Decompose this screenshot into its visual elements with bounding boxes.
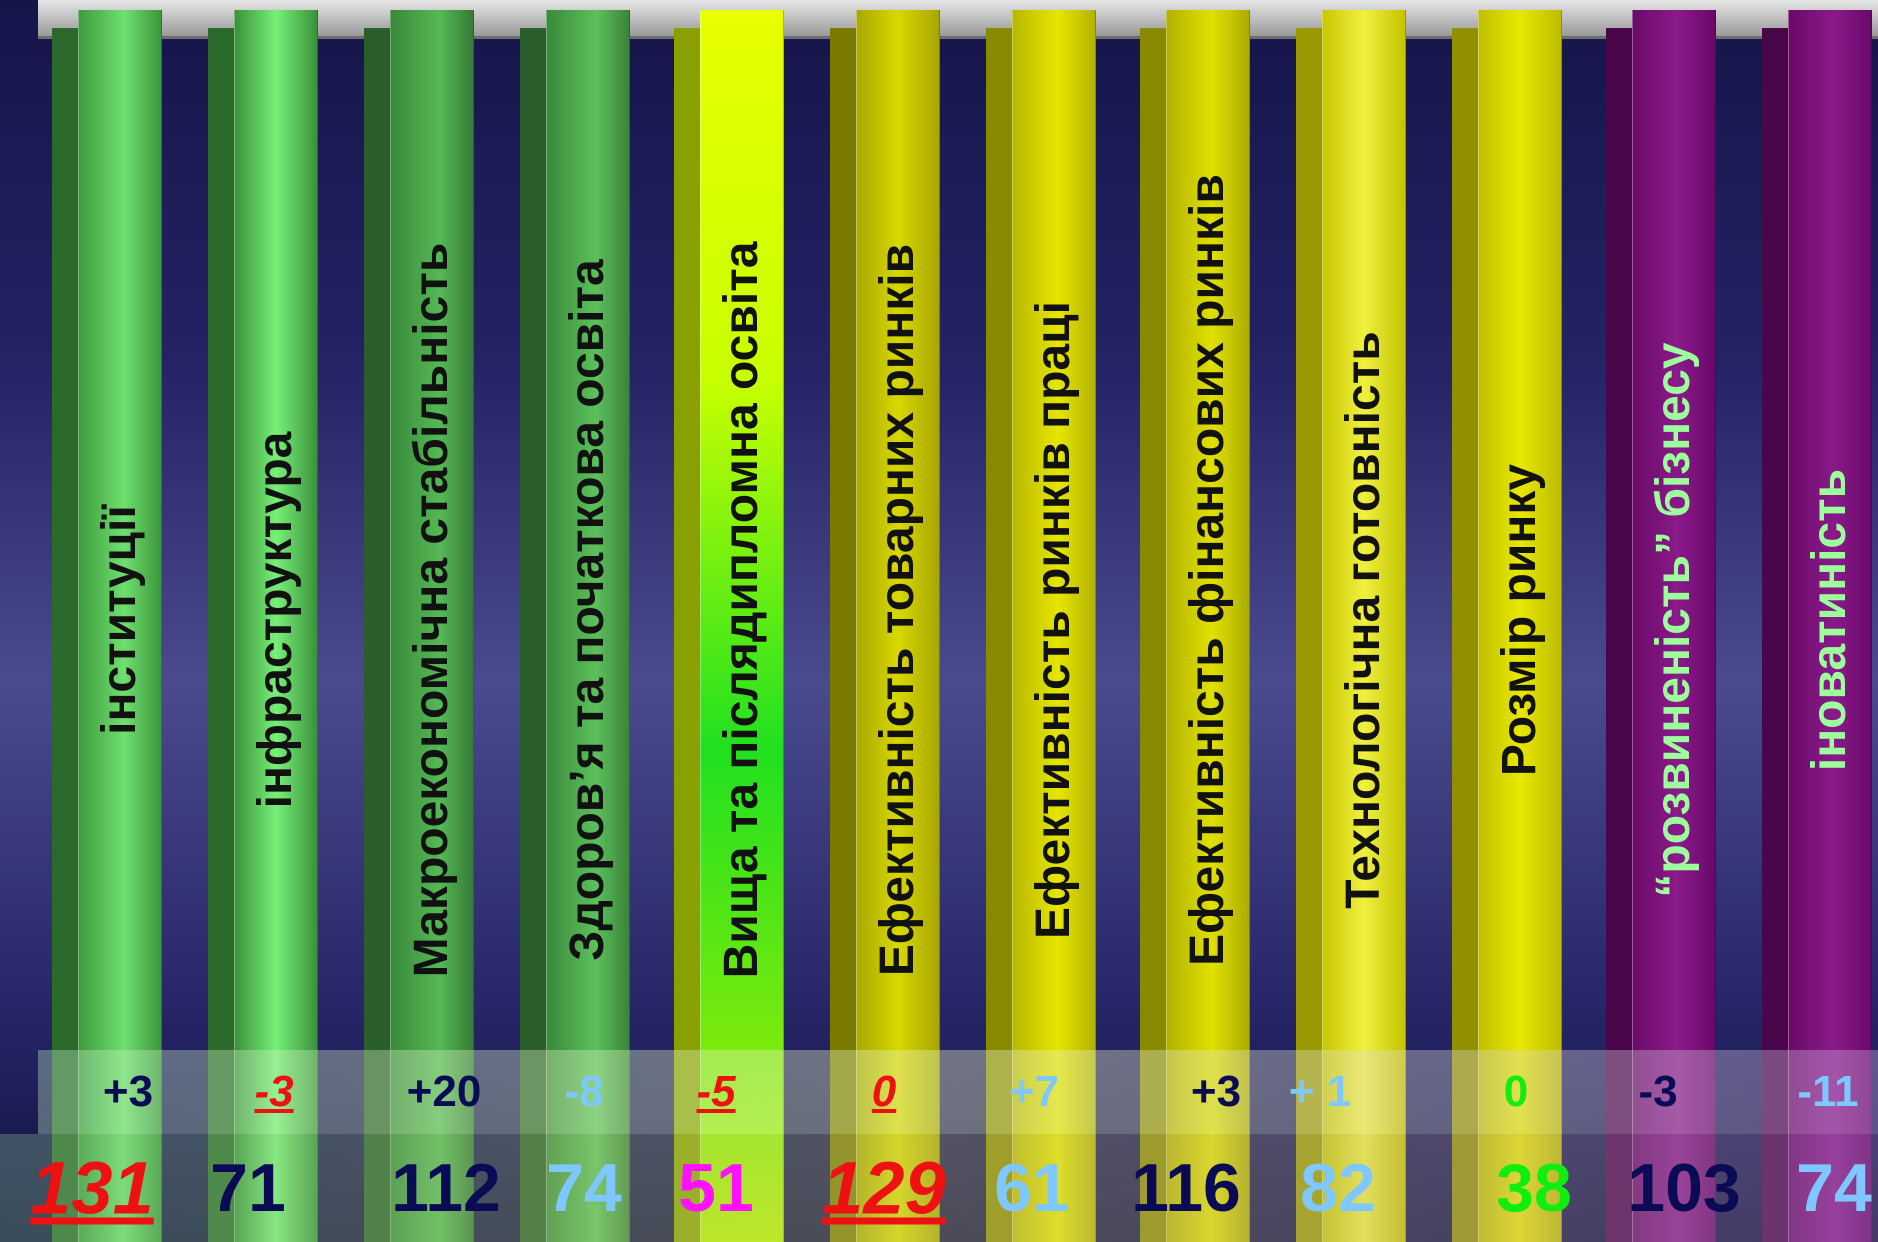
rank-label-8: 116	[1131, 1150, 1241, 1226]
rank-label-2: 71	[210, 1150, 286, 1226]
bar-face	[1012, 10, 1096, 1242]
category-label: Технологічна готовність	[1337, 331, 1390, 909]
change-label-1: +3	[102, 1067, 154, 1116]
change-label-7: +7	[1008, 1067, 1060, 1116]
bar-5: Вища та післядипломна освіта	[674, 10, 784, 1242]
bar-face	[1322, 10, 1406, 1242]
bar-side	[1296, 28, 1322, 1242]
change-label-10: 0	[1503, 1067, 1529, 1116]
category-label: Ефективність товарних ринків	[871, 243, 924, 977]
bar-side	[208, 28, 234, 1242]
bar-1: інституції	[52, 10, 162, 1242]
bar-face	[78, 10, 162, 1242]
bar-face	[1632, 10, 1716, 1242]
rank-label-10: 38	[1496, 1150, 1572, 1226]
bar-face	[546, 10, 630, 1242]
rank-label-4: 74	[546, 1150, 622, 1226]
bar-12: іноватиність	[1762, 10, 1872, 1242]
bar-face	[700, 10, 784, 1242]
rank-label-11: 103	[1627, 1150, 1741, 1226]
bar-face	[1788, 10, 1872, 1242]
bar-9: Технологічна готовність	[1296, 10, 1406, 1242]
bar-2: інфраструктура	[208, 10, 318, 1242]
category-label: інфраструктура	[249, 431, 302, 809]
rank-label-7: 61	[994, 1150, 1070, 1226]
change-label-5: -5	[696, 1067, 736, 1116]
bar-side	[830, 28, 856, 1242]
rank-label-3: 112	[391, 1150, 501, 1226]
category-label: Вища та післядипломна освіта	[715, 241, 768, 979]
bar-face	[856, 10, 940, 1242]
change-label-11: -3	[1638, 1067, 1678, 1116]
category-label: Макроекономічна стабільність	[405, 242, 458, 978]
bar-side	[1452, 28, 1478, 1242]
change-band	[38, 1050, 1878, 1134]
bar-11: “розвиненість” бізнесу	[1606, 10, 1716, 1242]
change-label-2: -3	[254, 1067, 294, 1116]
rank-label-9: 82	[1300, 1150, 1376, 1226]
category-label: Ефективність фінансових ринків	[1181, 174, 1234, 966]
category-label: інституції	[93, 505, 146, 735]
category-label: іноватиність	[1803, 468, 1856, 772]
rank-label-1: 131	[30, 1146, 154, 1230]
bar-side	[1762, 28, 1788, 1242]
change-label-6: 0	[871, 1067, 897, 1116]
rank-label-5: 51	[678, 1150, 754, 1226]
rank-band	[0, 1134, 1878, 1242]
rank-label-6: 129	[822, 1146, 946, 1230]
bar-8: Ефективність фінансових ринків	[1140, 10, 1250, 1242]
bar-7: Ефективність ринків праці	[986, 10, 1096, 1242]
change-label-12: -11	[1797, 1067, 1859, 1116]
category-label: Здоров’я та початкова освіта	[561, 259, 614, 961]
category-label: Ефективність ринків праці	[1027, 301, 1080, 939]
bar-side	[674, 28, 700, 1242]
bar-side	[364, 28, 390, 1242]
bar-side	[1140, 28, 1166, 1242]
bar-10: Розмір ринку	[1452, 10, 1562, 1242]
header-bar	[38, 0, 1878, 39]
bar-side	[52, 28, 78, 1242]
category-label: “розвиненість” бізнесу	[1647, 342, 1700, 898]
bar-6: Ефективність товарних ринків	[830, 10, 940, 1242]
bar-3: Макроекономічна стабільність	[364, 10, 474, 1242]
change-label-8: +3	[1190, 1067, 1242, 1116]
bar-side	[986, 28, 1012, 1242]
bar-side	[520, 28, 546, 1242]
change-label-4: -8	[564, 1067, 604, 1116]
bar-face	[390, 10, 474, 1242]
category-label: Розмір ринку	[1493, 463, 1546, 777]
bar-face	[234, 10, 318, 1242]
bar-side	[1606, 28, 1632, 1242]
bar-4: Здоров’я та початкова освіта	[520, 10, 630, 1242]
bar-face	[1478, 10, 1562, 1242]
bar-face	[1166, 10, 1250, 1242]
rank-label-12: 74	[1796, 1150, 1872, 1226]
change-label-3: +20	[406, 1067, 482, 1116]
change-label-9: + 1	[1288, 1067, 1352, 1116]
